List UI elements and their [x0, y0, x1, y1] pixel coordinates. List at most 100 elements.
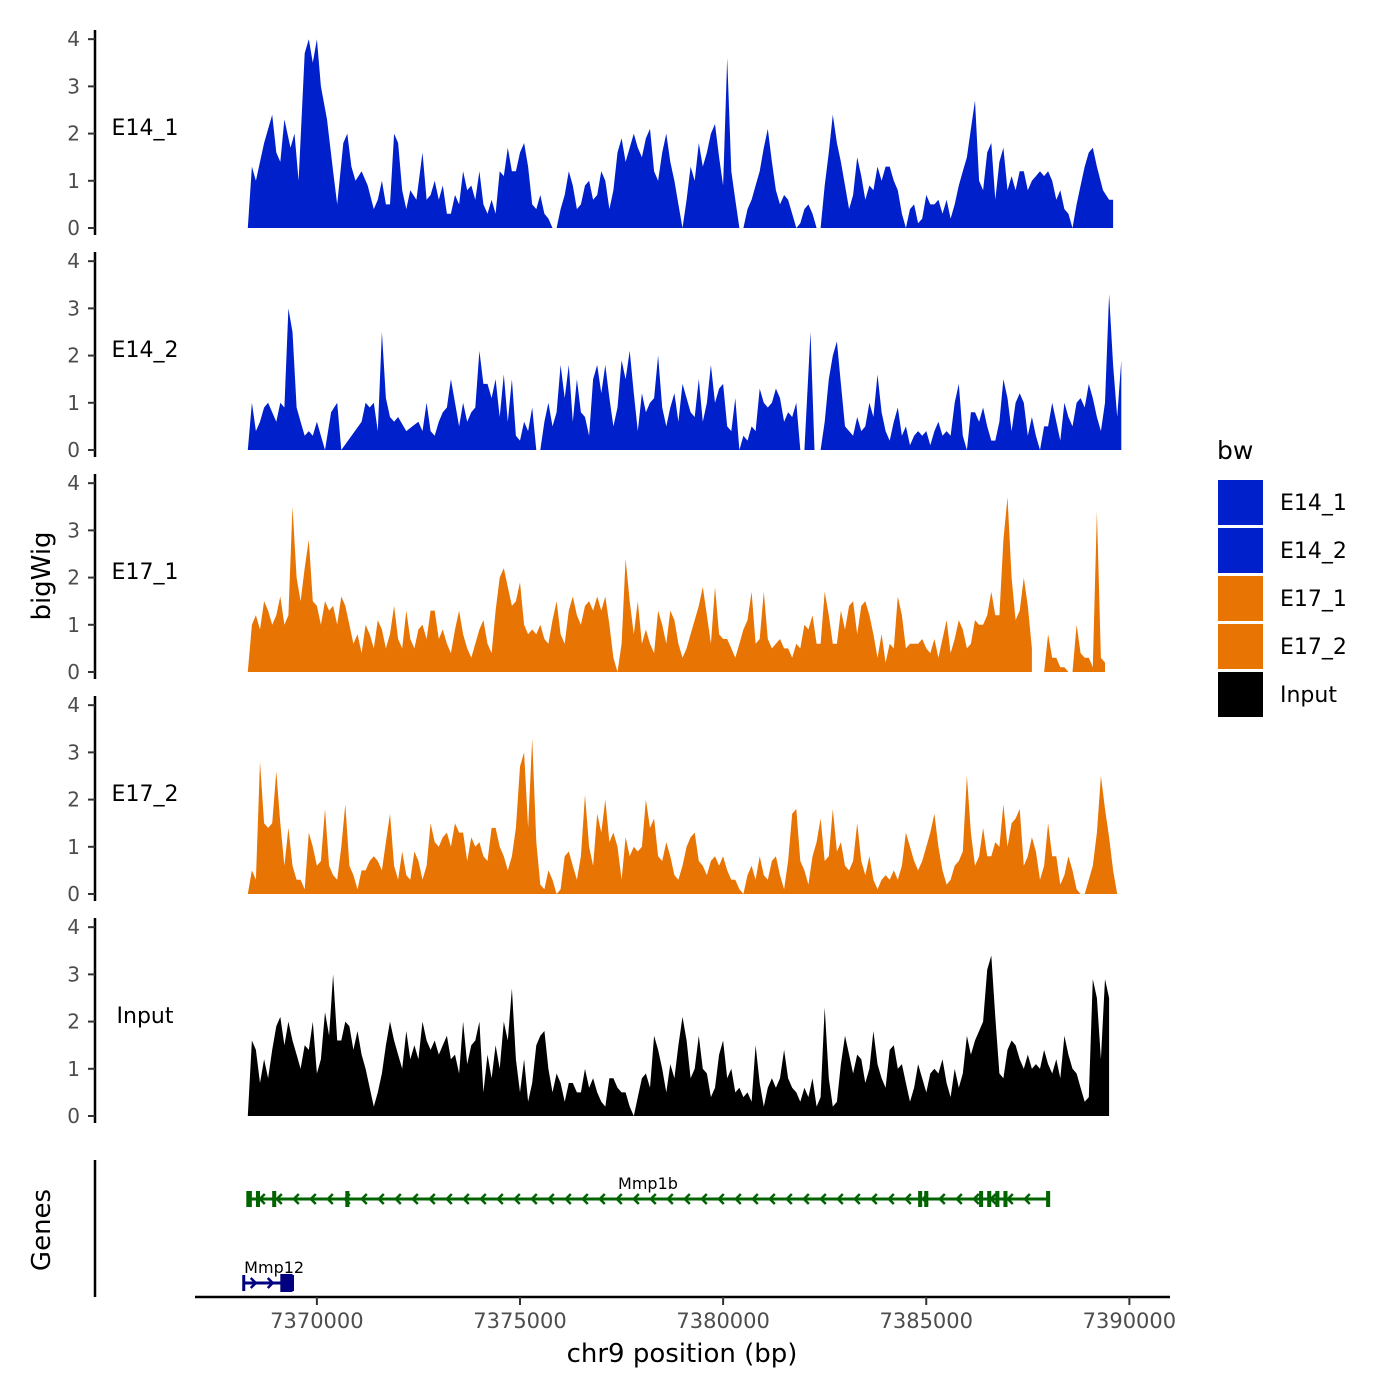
legend-label: Input — [1280, 683, 1337, 708]
strand-chevron — [768, 1193, 776, 1205]
legend-entry-E17_2: E17_2 — [1218, 624, 1347, 669]
track-panel-Input: 0 1 2 3 4 Input — [67, 915, 1110, 1128]
track-label: Input — [117, 1004, 174, 1029]
legend-label: E14_1 — [1280, 491, 1347, 516]
y-tick-label: 1 — [67, 835, 80, 859]
y-tick-label: 1 — [67, 1057, 80, 1081]
y-tick-label: 2 — [67, 788, 80, 812]
strand-chevron — [1006, 1193, 1014, 1205]
y-tick-label: 3 — [67, 296, 80, 320]
gene-exon — [995, 1191, 1000, 1207]
y-tick-label: 1 — [67, 391, 80, 415]
gene-exon — [272, 1191, 277, 1207]
y-tick-label: 2 — [67, 1010, 80, 1034]
y-tick-label: 4 — [67, 471, 80, 495]
y-tick-label: 2 — [67, 566, 80, 590]
y-tick-label: 0 — [67, 216, 80, 240]
track-panel-E17_2: 0 1 2 3 4 E17_2 — [67, 693, 1118, 906]
x-axis: 7370000 7375000 7380000 7385000 7390000 — [195, 1295, 1176, 1333]
strand-chevron — [411, 1193, 419, 1205]
strand-chevron — [615, 1193, 623, 1205]
genes-axis-title: Genes — [27, 1189, 57, 1271]
legend: bw E14_1 E14_2 E17_1 E17_2 Input — [1217, 436, 1347, 717]
strand-chevron — [632, 1193, 640, 1205]
legend-entry-Input: Input — [1218, 672, 1337, 717]
gene-Mmp1b: Mmp1b — [246, 1174, 1051, 1207]
strand-chevron — [377, 1193, 385, 1205]
strand-chevron — [700, 1193, 708, 1205]
y-tick-label: 4 — [67, 915, 80, 939]
track-label: E14_1 — [112, 116, 179, 141]
track-area-E14_2 — [247, 294, 1122, 450]
strand-chevron — [445, 1193, 453, 1205]
track-area-E17_1 — [247, 497, 1106, 672]
y-tick-label: 3 — [67, 74, 80, 98]
x-axis-title: chr9 position (bp) — [567, 1339, 798, 1369]
strand-chevron — [836, 1193, 844, 1205]
y-axis-title: bigWig — [27, 531, 57, 620]
x-tick-label: 7385000 — [879, 1309, 973, 1333]
gene-label: Mmp1b — [618, 1174, 678, 1193]
legend-entry-E14_1: E14_1 — [1218, 480, 1347, 525]
legend-swatch — [1218, 576, 1263, 621]
strand-chevron — [802, 1193, 810, 1205]
y-tick-label: 0 — [67, 882, 80, 906]
y-tick-label: 4 — [67, 249, 80, 273]
strand-chevron — [479, 1193, 487, 1205]
strand-chevron — [360, 1193, 368, 1205]
legend-label: E17_2 — [1280, 635, 1347, 660]
track-area-E17_2 — [247, 738, 1118, 894]
track-label: E17_2 — [112, 782, 179, 807]
gene-label: Mmp12 — [244, 1258, 304, 1277]
track-label: E14_2 — [112, 338, 179, 363]
legend-swatch — [1218, 480, 1263, 525]
y-tick-label: 0 — [67, 438, 80, 462]
strand-chevron — [1023, 1193, 1031, 1205]
strand-chevron — [887, 1193, 895, 1205]
track-panel-E14_1: 0 1 2 3 4 E14_1 — [67, 27, 1114, 240]
strand-chevron — [938, 1193, 946, 1205]
x-tick-label: 7370000 — [270, 1309, 364, 1333]
legend-swatch — [1218, 672, 1263, 717]
legend-entry-E14_2: E14_2 — [1218, 528, 1347, 573]
genes-layer: Mmp1b Mmp12 — [93, 1160, 1051, 1297]
strand-chevron — [904, 1193, 912, 1205]
strand-chevron — [649, 1193, 657, 1205]
track-label: E17_1 — [112, 560, 179, 585]
y-tick-label: 3 — [67, 962, 80, 986]
strand-chevron — [853, 1193, 861, 1205]
strand-chevron — [666, 1193, 674, 1205]
x-tick-label: 7375000 — [473, 1309, 567, 1333]
strand-chevron — [249, 1277, 258, 1289]
strand-chevron — [870, 1193, 878, 1205]
strand-chevron — [275, 1193, 283, 1205]
strand-chevron — [530, 1193, 538, 1205]
legend-swatch — [1218, 624, 1263, 669]
strand-chevron — [309, 1193, 317, 1205]
strand-chevron — [326, 1193, 334, 1205]
y-tick-label: 2 — [67, 344, 80, 368]
strand-chevron — [955, 1193, 963, 1205]
y-tick-label: 3 — [67, 518, 80, 542]
gene-exon — [918, 1191, 923, 1207]
gene-exon — [247, 1191, 252, 1207]
y-tick-label: 2 — [67, 122, 80, 146]
track-area-E14_1 — [247, 39, 1114, 229]
strand-chevron — [683, 1193, 691, 1205]
x-tick-label: 7380000 — [676, 1309, 770, 1333]
y-tick-label: 4 — [67, 693, 80, 717]
y-tick-label: 0 — [67, 1104, 80, 1128]
strand-chevron — [751, 1193, 759, 1205]
strand-chevron — [428, 1193, 436, 1205]
y-tick-label: 1 — [67, 613, 80, 637]
strand-chevron — [547, 1193, 555, 1205]
legend-entry-E17_1: E17_1 — [1218, 576, 1347, 621]
gene-Mmp12: Mmp12 — [242, 1258, 304, 1292]
strand-chevron — [496, 1193, 504, 1205]
strand-chevron — [819, 1193, 827, 1205]
legend-title: bw — [1217, 436, 1253, 465]
strand-chevron — [513, 1193, 521, 1205]
strand-chevron — [266, 1277, 275, 1289]
gene-exon — [987, 1191, 992, 1207]
